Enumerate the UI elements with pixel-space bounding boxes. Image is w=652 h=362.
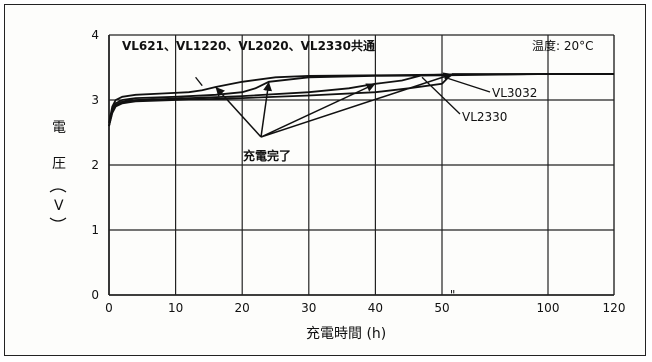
chart-title: VL621、VL1220、VL2020、VL2330共通 [122,38,375,53]
arrow-charge-complete-0 [215,86,262,138]
annotation-arrows [195,72,491,138]
arrow-charge-complete-1 [260,81,273,138]
y-label-char-3: V [54,198,64,214]
chart-frame [4,4,646,356]
annotation-charge-complete: 充電完了 [243,148,291,163]
y-tick-4: 4 [91,28,99,42]
series-line-vl2330 [108,73,614,127]
y-tick-0: 0 [91,288,99,302]
annotation-vl2330: VL2330 [462,110,507,124]
y-label-char-2: 圧 [52,156,66,172]
x-tick-20: 20 [235,301,250,315]
x-tick-120: 120 [603,301,626,315]
arrow-charge-complete-3 [260,72,453,138]
temperature-label: 温度: 20°C [532,38,594,53]
y-label-paren-bottom [49,217,67,222]
arrow-vl3032 [448,77,491,93]
y-tick-2: 2 [91,158,99,172]
x-tick-100: 100 [537,301,560,315]
x-tick-50: 50 [434,301,449,315]
arrow-vl621-tick [195,76,203,87]
x-tick-0: 0 [105,301,113,315]
x-tick-40: 40 [368,301,383,315]
y-tick-3: 3 [91,93,99,107]
y-label-char-1: 電 [52,120,66,136]
x-tick-30: 30 [301,301,316,315]
arrow-charge-complete-2 [260,83,376,138]
x-axis-label: 充電時間 (h) [306,326,386,342]
series-lines [108,73,614,127]
tick-labels: 0 10 20 30 40 50 100 120 0 1 2 3 4 " [91,28,625,315]
y-tick-1: 1 [91,223,99,237]
y-label-paren-top [49,188,67,193]
x-tick-10: 10 [168,301,183,315]
arrow-vl2330 [421,76,461,115]
axis-break-mark: " [450,288,456,302]
annotation-vl3032: VL3032 [492,86,537,100]
